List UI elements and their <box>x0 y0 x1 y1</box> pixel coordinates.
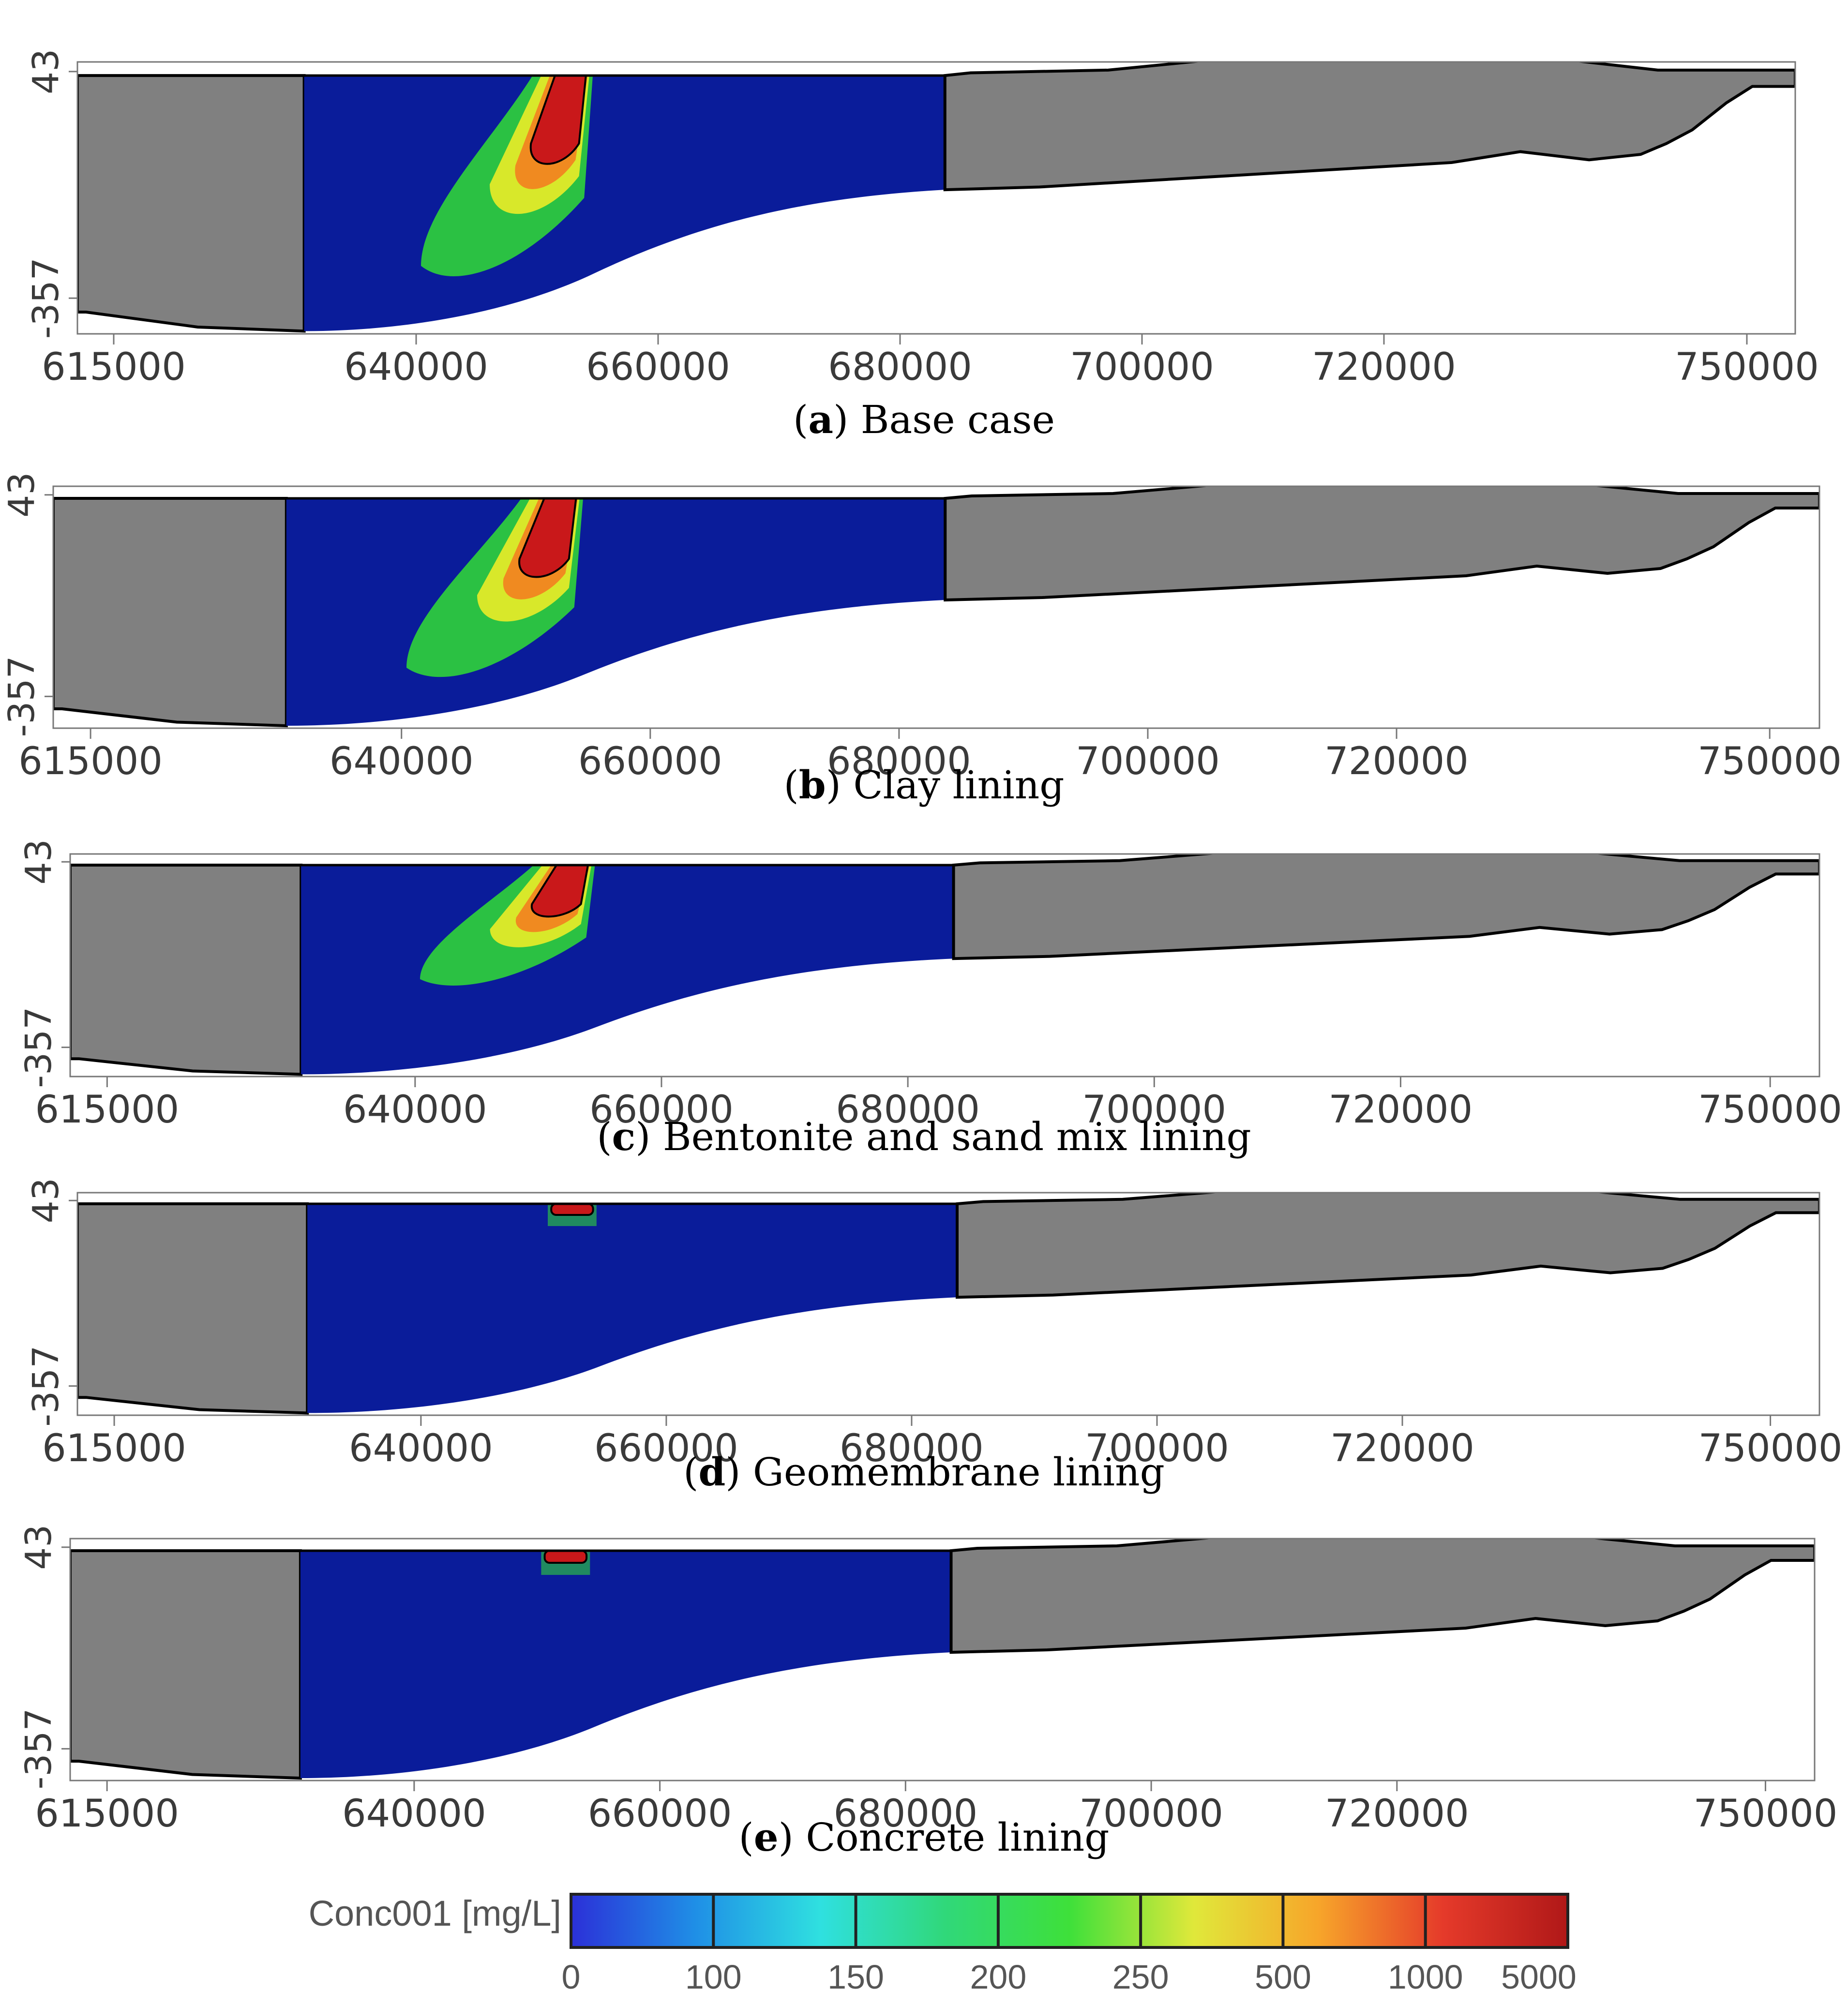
colorbar-tick-label: 0 <box>562 1958 581 1996</box>
x-tick-label: 680000 <box>833 1792 977 1836</box>
y-tick-label: -357 <box>1 656 43 737</box>
aquifer-zone <box>301 865 954 1075</box>
x-tick-label: 720000 <box>1330 1427 1474 1470</box>
plume-red <box>543 1550 588 1564</box>
x-tick-label: 680000 <box>828 345 972 389</box>
colorbar-tick-label: 150 <box>827 1958 884 1996</box>
panel-letter: (c) <box>597 1114 663 1159</box>
plume-red <box>518 497 577 578</box>
panel-caption-text: Clay lining <box>853 763 1065 808</box>
x-tick-label: 700000 <box>1085 1427 1229 1470</box>
inactive-zone-left <box>70 1549 302 1780</box>
colorbar <box>570 1893 1569 1949</box>
panel-letter: (e) <box>738 1814 806 1860</box>
x-tick-label: 700000 <box>1082 1088 1226 1132</box>
aquifer-zone <box>307 1204 958 1413</box>
inactive-zone-right <box>943 62 1795 192</box>
inactive-zone-right <box>949 1539 1815 1654</box>
inactive-zone-right <box>944 486 1819 602</box>
x-tick-label: 615000 <box>18 740 163 783</box>
panel-letter: (b) <box>783 762 854 808</box>
plot-frame <box>69 853 1820 1078</box>
inactive-zone-right <box>956 1193 1819 1299</box>
colorbar-tick-label: 200 <box>970 1958 1026 1996</box>
plume-red <box>531 864 589 918</box>
x-tick-label: 750000 <box>1698 1427 1843 1470</box>
x-tick-label: 640000 <box>344 345 488 389</box>
panel-caption-text: Base case <box>860 397 1055 442</box>
x-tick-label: 720000 <box>1324 740 1469 783</box>
x-tick-label: 660000 <box>589 1088 734 1132</box>
plot-frame <box>76 1192 1820 1416</box>
aquifer-zone <box>300 1551 951 1778</box>
plot-frame <box>52 485 1820 729</box>
panel-caption: (c) Bentonite and sand mix lining <box>0 1114 1848 1159</box>
x-tick-label: 750000 <box>1675 345 1819 389</box>
x-tick-label: 660000 <box>578 740 722 783</box>
x-tick-label: 720000 <box>1312 345 1456 389</box>
y-tick-label: 43 <box>18 1525 60 1570</box>
panel-letter: (a) <box>793 397 861 442</box>
x-tick-label: 615000 <box>35 1088 179 1132</box>
plume-red <box>529 75 587 165</box>
y-tick-label: -357 <box>18 1007 60 1088</box>
x-tick-label: 680000 <box>836 1088 980 1132</box>
x-tick-label: 640000 <box>343 1088 487 1132</box>
cross-section-plot-d: 615000 640000 660000 680000 700000 720000 7500… <box>25 1178 1843 1470</box>
y-tick-label: -357 <box>18 1708 60 1789</box>
x-tick-label: 615000 <box>42 345 186 389</box>
x-tick-label: 720000 <box>1325 1792 1469 1836</box>
panel-caption-text: Concrete lining <box>806 1815 1110 1860</box>
y-tick-label: 43 <box>1 472 43 518</box>
x-tick-label: 680000 <box>840 1427 984 1470</box>
x-tick-label: 750000 <box>1698 1088 1842 1132</box>
panel-letter: (d) <box>683 1449 753 1495</box>
x-tick-label: 750000 <box>1698 740 1842 783</box>
cross-section-plot-c: 615000 640000 660000 680000 700000 720000 7500… <box>18 839 1842 1132</box>
colorbar-tick-label: 1000 <box>1388 1958 1463 1996</box>
panel-caption: (d) Geomembrane lining <box>0 1449 1848 1495</box>
colorbar-legend: Conc001 [mg/L] 0 100 150 200 250 500 1000 5000 <box>0 1887 1848 2004</box>
y-tick-label: 43 <box>25 49 67 94</box>
cross-section-plot-b: 615000 640000 660000 680000 700000 720000 7500… <box>1 472 1842 783</box>
y-tick-label: -357 <box>25 257 67 339</box>
x-tick-label: 700000 <box>1076 740 1220 783</box>
x-tick-label: 640000 <box>349 1427 493 1470</box>
inactive-zone-right <box>952 854 1819 960</box>
x-tick-label: 660000 <box>588 1792 732 1836</box>
y-tick-label: 43 <box>25 1178 67 1223</box>
x-tick-label: 640000 <box>342 1792 486 1836</box>
panel-caption-text: Bentonite and sand mix lining <box>662 1114 1251 1159</box>
x-tick-label: 660000 <box>594 1427 738 1470</box>
panel-caption-text: Geomembrane lining <box>752 1450 1165 1495</box>
colorbar-tick-label: 5000 <box>1501 1958 1577 1996</box>
plot-frame <box>76 61 1796 335</box>
colorbar-tick-label: 500 <box>1255 1958 1311 1996</box>
plot-frame <box>69 1538 1816 1781</box>
colorbar-tick-label: 250 <box>1112 1958 1169 1996</box>
x-tick-label: 680000 <box>827 740 971 783</box>
x-tick-label: 700000 <box>1070 345 1214 389</box>
colorbar-title: Conc001 [mg/L] <box>309 1893 561 1933</box>
panel-caption: (a) Base case <box>0 397 1848 442</box>
cross-section-plot-e: 615000 640000 660000 680000 700000 720000 7500… <box>18 1525 1838 1836</box>
cross-section-plot-a: 615000 640000 660000 680000 700000 720000 7500… <box>25 49 1819 389</box>
x-tick-label: 640000 <box>330 740 474 783</box>
colorbar-tick-label: 100 <box>685 1958 742 1996</box>
y-tick-label: 43 <box>18 839 60 884</box>
x-tick-label: 720000 <box>1329 1088 1473 1132</box>
x-tick-label: 615000 <box>42 1427 186 1470</box>
x-tick-label: 660000 <box>586 345 730 389</box>
x-tick-label: 615000 <box>35 1792 179 1836</box>
x-tick-label: 750000 <box>1694 1792 1838 1836</box>
panel-caption: (e) Concrete lining <box>0 1814 1848 1860</box>
panel-caption: (b) Clay lining <box>0 762 1848 808</box>
x-tick-label: 700000 <box>1079 1792 1223 1836</box>
y-tick-label: -357 <box>25 1346 67 1427</box>
